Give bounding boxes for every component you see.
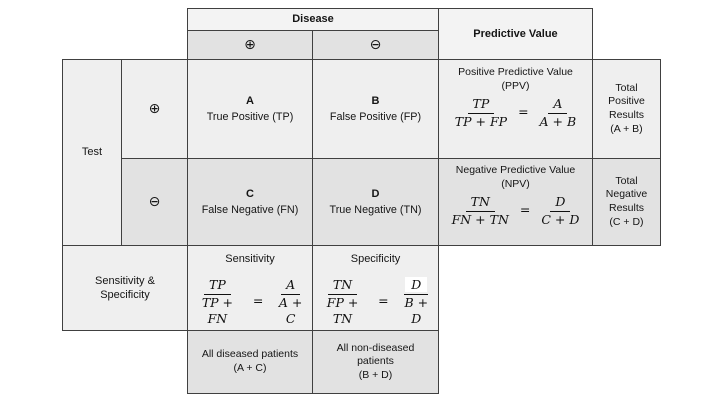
equals-sign: = <box>518 103 529 119</box>
cell-false-negative: C False Negative (FN) <box>187 158 313 246</box>
test-negative-row-header: ⊖ <box>121 158 188 246</box>
equals-sign: = <box>378 293 389 309</box>
ppv-formula: TP TP + FP = A A + B <box>450 96 581 130</box>
cell-specificity: Specificity TN FP + TN = D B + D <box>312 245 439 331</box>
fraction-numerator: A <box>281 277 301 295</box>
circled-minus-icon: ⊖ <box>369 36 382 53</box>
fraction-numerator: D <box>550 194 571 212</box>
fraction-denominator: TP + FN <box>201 294 234 326</box>
fraction-denominator: FN + TN <box>451 211 509 227</box>
fraction: A A + B <box>535 96 582 130</box>
cell-all-non-diseased: All non-diseased patients (B + D) <box>312 330 439 394</box>
npv-title: Negative Predictive Value <box>455 164 576 176</box>
npv-abbrev: (NPV) <box>501 178 530 191</box>
ppv-title: Positive Predictive Value <box>458 66 573 78</box>
fraction-numerator: TN <box>327 277 358 295</box>
fraction: TP TP + FN <box>188 277 247 327</box>
fraction-denominator: A + B <box>539 113 577 129</box>
fraction-numerator: TP <box>204 277 231 295</box>
sensitivity-title: Sensitivity <box>225 253 275 265</box>
fraction-denominator: TP + FP <box>454 113 508 129</box>
cell-b-letter: B <box>371 95 380 108</box>
cell-npv: Negative Predictive Value (NPV) TN FN + … <box>438 158 593 246</box>
equals-sign: = <box>519 201 531 217</box>
equals-sign: = <box>252 293 264 309</box>
fraction: A A + C <box>269 277 312 327</box>
specificity-title: Specificity <box>350 253 401 265</box>
specificity-formula: TN FP + TN = D B + D <box>313 277 438 327</box>
circled-minus-icon: ⊖ <box>148 193 161 210</box>
fraction-numerator: A <box>548 96 568 114</box>
disease-positive-column-header: ⊕ <box>187 30 313 60</box>
fraction-denominator: FP + TN <box>326 294 359 326</box>
fraction-denominator: C + D <box>541 211 580 227</box>
cell-a-letter: A <box>246 95 254 108</box>
cell-total-positive: Total Positive Results (A + B) <box>592 59 661 159</box>
fraction: D C + D <box>536 194 584 228</box>
fraction: TN FP + TN <box>313 277 372 327</box>
predictive-value-label: Predictive Value <box>473 27 558 40</box>
cell-c-letter: C <box>246 188 254 201</box>
all-diseased-label: All diseased patients (A + C) <box>201 348 299 374</box>
circled-plus-icon: ⊕ <box>148 100 161 117</box>
cell-false-positive: B False Positive (FP) <box>312 59 439 159</box>
cell-b-label: False Positive (FP) <box>329 110 422 123</box>
fraction-denominator: A + C <box>278 294 303 326</box>
test-positive-row-header: ⊕ <box>121 59 188 159</box>
fraction: TP TP + FP <box>450 96 512 130</box>
cell-ppv: Positive Predictive Value (PPV) TP TP + … <box>438 59 593 159</box>
sensitivity-formula: TP TP + FN = A A + C <box>188 277 312 327</box>
cell-total-negative: Total Negative Results (C + D) <box>592 158 661 246</box>
disease-negative-column-header: ⊖ <box>312 30 439 60</box>
cell-c-label: False Negative (FN) <box>201 203 299 216</box>
cell-true-positive: A True Positive (TP) <box>187 59 313 159</box>
circled-plus-icon: ⊕ <box>244 36 256 53</box>
cell-sensitivity: Sensitivity TP TP + FN = A A + C <box>187 245 313 331</box>
fraction-numerator: TP <box>467 96 495 114</box>
predictive-value-header: Predictive Value <box>438 8 593 60</box>
cell-all-diseased: All diseased patients (A + C) <box>187 330 313 394</box>
cell-d-letter: D <box>371 188 380 201</box>
npv-formula: TN FN + TN = D C + D <box>447 194 585 228</box>
test-header: Test <box>62 59 122 246</box>
fraction-numerator: TN <box>465 194 495 212</box>
fraction-denominator: B + D <box>404 294 429 326</box>
total-positive-label: Total Positive Results (A + B) <box>608 81 645 135</box>
disease-header: Disease <box>187 8 439 31</box>
sensitivity-specificity-label: Sensitivity & Specificity <box>95 274 155 301</box>
ppv-abbrev: (PPV) <box>501 80 530 93</box>
fraction: D B + D <box>395 277 438 327</box>
sensitivity-specificity-header: Sensitivity & Specificity <box>62 245 188 331</box>
fraction: TN FN + TN <box>447 194 514 228</box>
disease-header-label: Disease <box>292 13 334 26</box>
cell-d-label: True Negative (TN) <box>329 203 422 216</box>
total-negative-label: Total Negative Results (C + D) <box>605 174 648 228</box>
all-non-diseased-label: All non-diseased patients (B + D) <box>336 341 415 381</box>
test-header-label: Test <box>81 146 103 159</box>
cell-true-negative: D True Negative (TN) <box>312 158 439 246</box>
fraction-numerator: D <box>404 277 429 295</box>
highlighted-numerator: D <box>405 277 428 293</box>
cell-a-label: True Positive (TP) <box>206 110 294 123</box>
